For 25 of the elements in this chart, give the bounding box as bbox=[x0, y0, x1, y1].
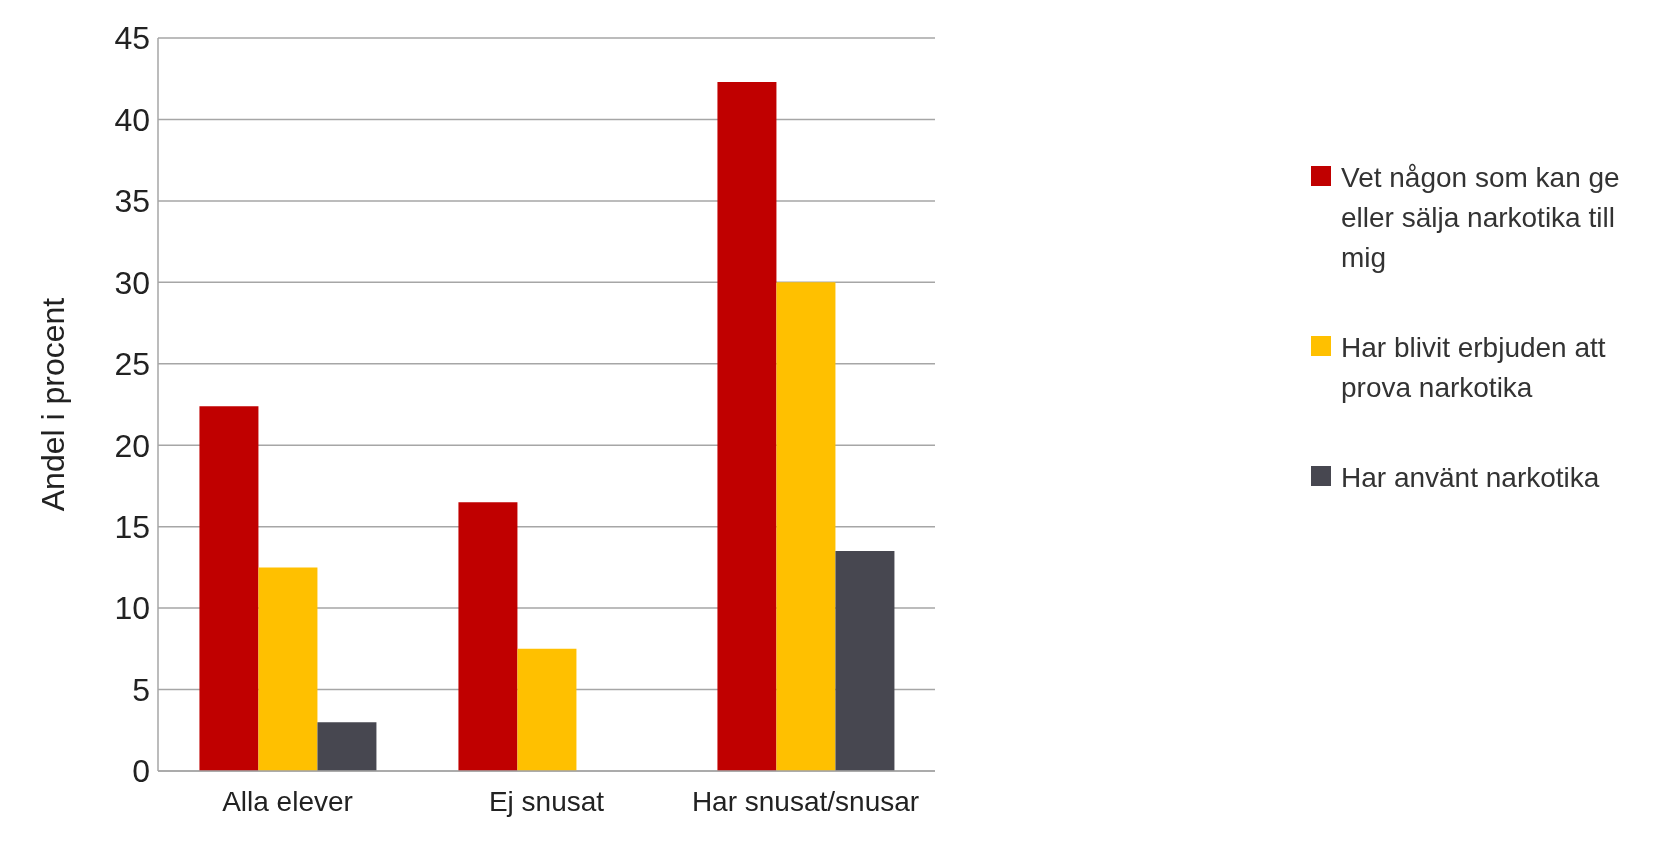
y-tick-label: 45 bbox=[114, 20, 150, 57]
y-tick-label: 25 bbox=[114, 346, 150, 383]
y-tick-label: 0 bbox=[132, 753, 150, 790]
legend-label: Har blivit erbjuden att prova narkotika bbox=[1341, 331, 1607, 405]
bar bbox=[835, 551, 895, 771]
y-tick-label: 40 bbox=[114, 101, 150, 138]
x-tick-label: Alla elever bbox=[222, 785, 353, 817]
y-tick-label: 20 bbox=[114, 427, 150, 464]
x-tick-label: Ej snusat bbox=[488, 785, 605, 817]
x-tick-label: Har snusat/snusar bbox=[691, 785, 920, 817]
y-tick-label: 30 bbox=[114, 264, 150, 301]
legend-label: Vet någon som kan ge eller sälja narkotika till mig bbox=[1341, 161, 1621, 275]
bar bbox=[776, 282, 836, 771]
y-tick-label: 5 bbox=[132, 671, 150, 708]
y-tick-label: 35 bbox=[114, 183, 150, 220]
y-tick-label: 15 bbox=[114, 509, 150, 546]
bar bbox=[317, 722, 377, 771]
y-axis-title: Andel i procent bbox=[35, 297, 72, 512]
y-tick-label: 10 bbox=[114, 590, 150, 627]
bar bbox=[199, 406, 259, 771]
bar bbox=[458, 502, 518, 771]
bar bbox=[517, 648, 577, 771]
bar bbox=[258, 567, 318, 771]
bar bbox=[717, 81, 777, 771]
legend-label: Har använt narkotika bbox=[1341, 461, 1600, 495]
